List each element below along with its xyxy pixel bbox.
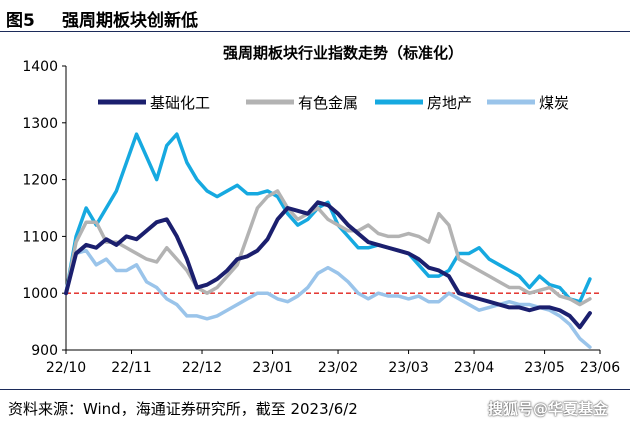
- figure-header: 图5 强周期板块创新低: [0, 0, 630, 32]
- y-tick-label: 1400: [22, 59, 58, 75]
- figure-title: 强周期板块创新低: [62, 11, 198, 31]
- footer-rule: [0, 389, 630, 390]
- y-tick-label: 900: [31, 343, 58, 359]
- legend-label-4: 煤炭: [539, 94, 569, 112]
- x-tick-label: 23/04: [454, 360, 494, 376]
- x-tick-label: 22/10: [46, 360, 86, 376]
- series-line-4: [64, 248, 592, 349]
- series-line-1: [64, 200, 592, 330]
- watermark: 搜狐号@华夏基金: [488, 400, 609, 418]
- x-tick-label: 22/12: [182, 360, 222, 376]
- x-tick-label: 22/11: [111, 360, 151, 376]
- line-chart: 强周期板块行业指数走势（标准化） 900 1000 1100 1200 1300 1400 2…: [22, 44, 620, 376]
- series-line-2: [64, 189, 592, 307]
- legend-label-2: 有色金属: [298, 94, 358, 112]
- x-tick-label: 23/06: [580, 360, 620, 376]
- x-tick-label: 23/03: [388, 360, 428, 376]
- header-rule: [0, 31, 630, 32]
- series-line-3: [64, 132, 592, 304]
- x-tick-label: 23/02: [318, 360, 358, 376]
- legend-label-3: 房地产: [427, 94, 472, 112]
- chart-title: 强周期板块行业指数走势（标准化）: [223, 44, 463, 62]
- x-tick-label: 23/01: [252, 360, 292, 376]
- y-tick-label: 1300: [22, 116, 58, 132]
- source-note: 资料来源：Wind，海通证券研究所，截至 2023/6/2: [8, 400, 358, 418]
- legend-label-1: 基础化工: [150, 94, 210, 112]
- y-tick-label: 1200: [22, 173, 58, 189]
- figure-label: 图5: [6, 11, 35, 31]
- y-tick-label: 1100: [22, 229, 58, 245]
- y-tick-label: 1000: [22, 286, 58, 302]
- x-tick-label: 23/05: [524, 360, 564, 376]
